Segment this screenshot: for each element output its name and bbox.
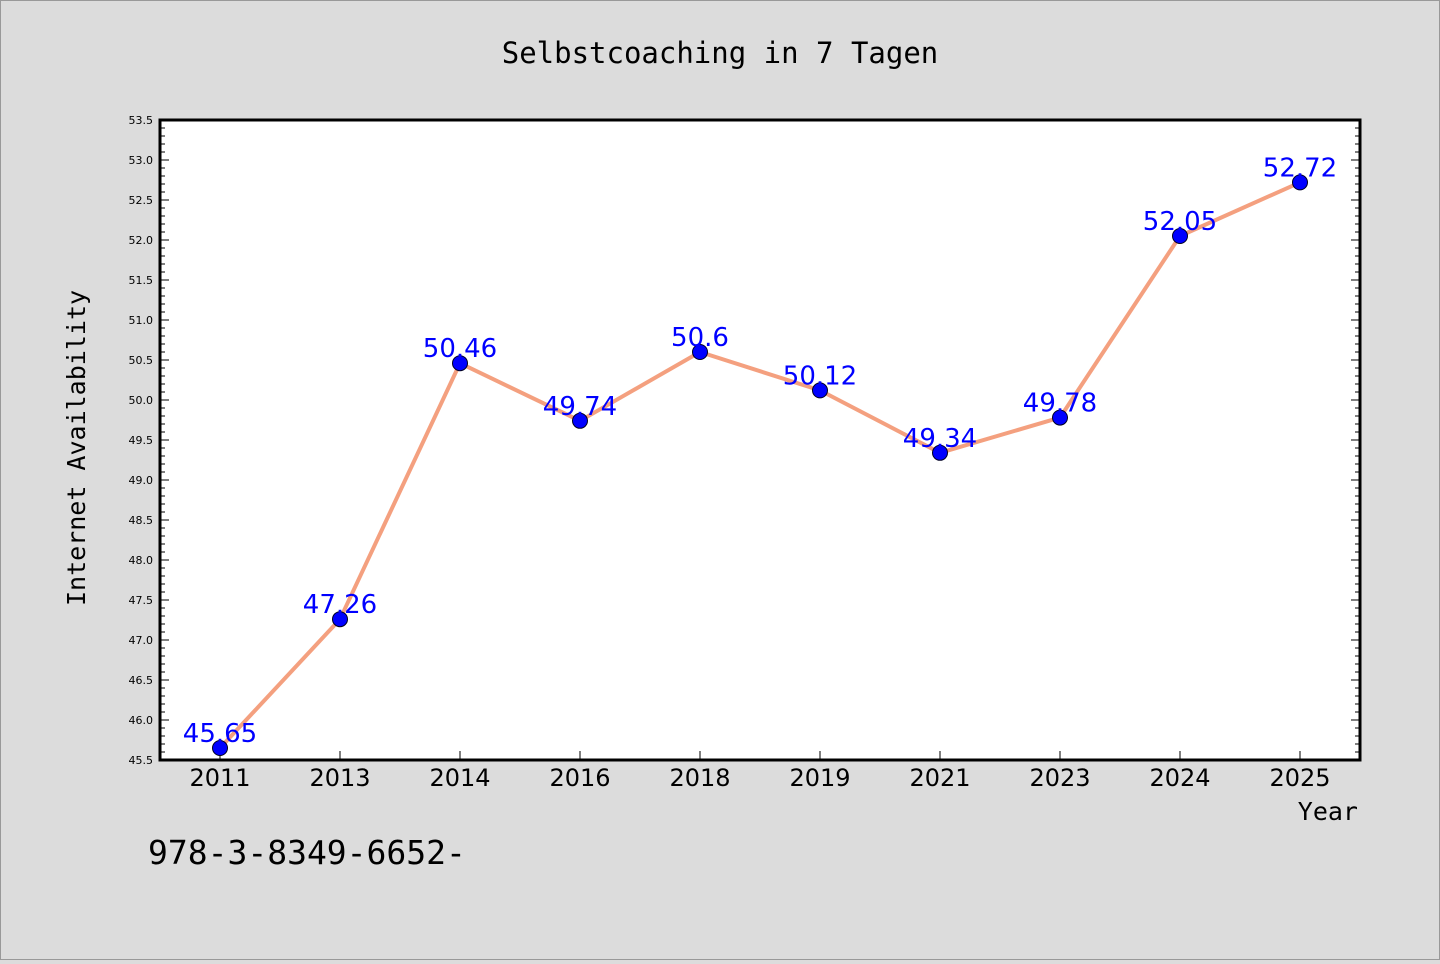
y-tick-label: 45.5 [129, 754, 154, 767]
y-tick-label: 50.0 [129, 394, 154, 407]
y-tick-label: 47.5 [129, 594, 154, 607]
data-label: 50.12 [783, 361, 857, 391]
y-axis-label: Internet Availability [62, 290, 91, 606]
data-label: 49.78 [1023, 389, 1097, 419]
data-label: 52.72 [1263, 153, 1337, 183]
data-point [452, 355, 468, 372]
y-tick-label: 53.5 [129, 114, 154, 127]
x-tick-label: 2021 [909, 764, 970, 792]
x-tick-label: 2019 [789, 764, 850, 792]
y-tick-label: 53.0 [129, 154, 154, 167]
y-tick-label: 52.0 [129, 234, 154, 247]
series-line [218, 180, 1302, 750]
x-tick-label: 2016 [549, 764, 610, 792]
y-axis: 45.5 46.0 46.5 47.0 47.5 48.0 48.5 49.0 49.5 50.0… [129, 114, 1360, 767]
plot-area [158, 118, 1362, 762]
data-point [1052, 409, 1068, 426]
y-tick-label: 52.5 [129, 194, 154, 207]
x-tick-label: 2018 [669, 764, 730, 792]
data-point [692, 344, 708, 360]
data-point [212, 740, 228, 756]
y-tick-label: 50.5 [129, 354, 154, 367]
y-tick-label: 46.5 [129, 674, 154, 687]
data-label: 50.6 [671, 323, 729, 353]
x-tick-label: 2024 [1149, 764, 1210, 792]
y-tick-label: 46.0 [129, 714, 154, 727]
y-tick-label: 48.0 [129, 554, 154, 567]
data-point [572, 412, 588, 429]
x-tick-label: 2014 [429, 764, 490, 792]
data-point [1292, 174, 1308, 191]
x-tick-label: 2025 [1269, 764, 1330, 792]
x-tick-label: 2013 [309, 764, 370, 792]
y-tick-label: 48.5 [129, 514, 154, 527]
x-axis: 2011 2013 2014 2016 2018 2019 2021 2023 2024 2025 [189, 751, 1331, 792]
y-tick-label: 49.5 [129, 434, 154, 447]
y-tick-label: 51.5 [129, 274, 154, 287]
y-tick-label: 49.0 [129, 474, 154, 487]
x-tick-label: 2011 [189, 764, 250, 792]
y-tick-label: 51.0 [129, 314, 154, 327]
data-point [812, 382, 828, 399]
chart-title: Selbstcoaching in 7 Tagen [502, 36, 939, 70]
data-point [932, 444, 948, 461]
x-axis-label: Year [1298, 797, 1358, 826]
series-layer: 45.65 47.26 50.46 49.74 50.6 50.12 49.34 49.78 5… [183, 153, 1337, 756]
y-tick-label: 47.0 [129, 634, 154, 647]
data-label: 47.26 [303, 590, 377, 620]
data-label: 49.74 [543, 392, 617, 422]
data-point [332, 611, 348, 628]
x-tick-label: 2023 [1029, 764, 1090, 792]
footer-text: 978-3-8349-6652- [148, 833, 466, 872]
data-point [1172, 228, 1188, 244]
data-label: 49.34 [903, 424, 977, 454]
data-label: 52.05 [1143, 207, 1217, 237]
data-label: 45.65 [183, 719, 257, 749]
data-label: 50.46 [423, 334, 497, 364]
